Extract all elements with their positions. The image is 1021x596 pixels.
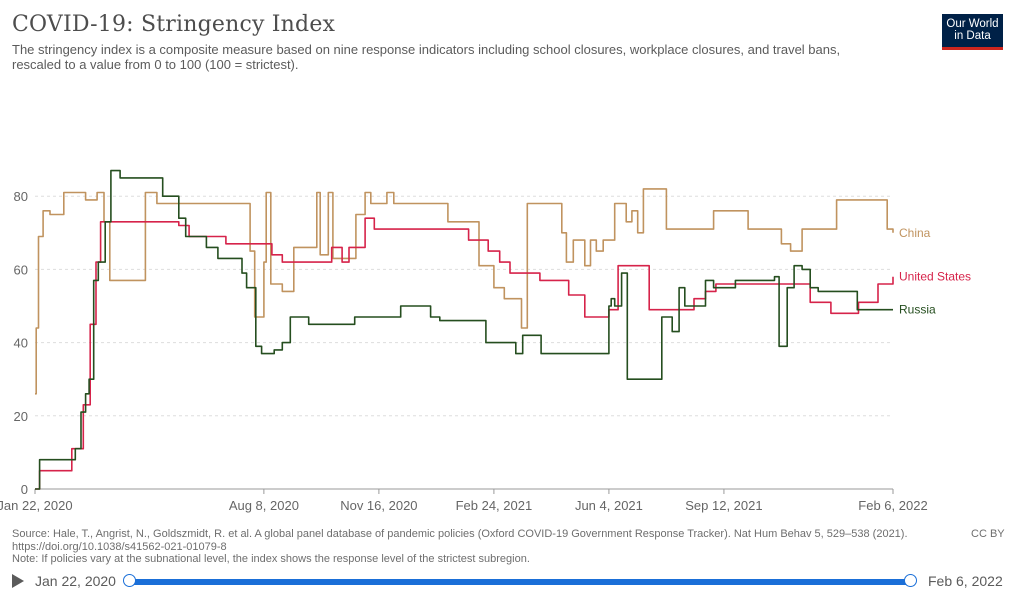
subnational-note: Note: If policies vary at the subnationa…: [12, 553, 530, 565]
y-tick-label: 40: [14, 336, 28, 351]
series-line-china: [35, 188, 894, 395]
x-tick-label: Sep 12, 2021: [685, 498, 762, 513]
series-label-russia: Russia: [899, 303, 936, 317]
timeline-start-handle[interactable]: [123, 574, 136, 587]
timeline-selected-range[interactable]: [130, 579, 911, 585]
x-tick-label: Nov 16, 2020: [340, 498, 417, 513]
timeline-start-label: Jan 22, 2020: [35, 573, 116, 589]
series-label-united-states: United States: [899, 270, 971, 284]
chart-title: COVID-19: Stringency Index: [12, 12, 336, 37]
doi-link[interactable]: https://doi.org/10.1038/s41562-021-01079…: [12, 540, 227, 553]
y-tick-label: 20: [14, 409, 28, 424]
logo-line-1: Our World: [946, 18, 999, 30]
timeline-controls: Jan 22, 2020 Feb 6, 2022: [0, 568, 1021, 596]
x-tick-label: Jun 4, 2021: [575, 498, 643, 513]
logo-line-2: in Data: [954, 30, 991, 42]
y-tick-label: 0: [21, 482, 28, 497]
line-chart: 0 20 40 60 80 Jan 22, 2020 Aug 8, 2020 Nov 16, …: [0, 169, 971, 513]
timeline-end-handle[interactable]: [904, 574, 917, 587]
series-line-united-states: [35, 217, 894, 490]
owid-logo[interactable]: Our World in Data: [942, 14, 1003, 50]
x-tick-label: Jan 22, 2020: [0, 498, 73, 513]
chart-footer: Source: Hale, T., Angrist, N., Goldszmid…: [12, 528, 912, 566]
x-tick-label: Feb 6, 2022: [858, 498, 927, 513]
x-tick-label: Feb 24, 2021: [456, 498, 533, 513]
y-tick-label: 80: [14, 189, 28, 204]
x-tick-label: Aug 8, 2020: [229, 498, 299, 513]
chart-subtitle: The stringency index is a composite meas…: [12, 42, 841, 72]
timeline-end-label: Feb 6, 2022: [928, 573, 1003, 589]
y-tick-label: 60: [14, 262, 28, 277]
play-icon[interactable]: [12, 574, 24, 588]
series-label-china: China: [899, 226, 931, 240]
series-line-russia: [35, 169, 893, 490]
license-label[interactable]: CC BY: [971, 528, 1005, 540]
source-note: Source: Hale, T., Angrist, N., Goldszmid…: [12, 528, 908, 540]
